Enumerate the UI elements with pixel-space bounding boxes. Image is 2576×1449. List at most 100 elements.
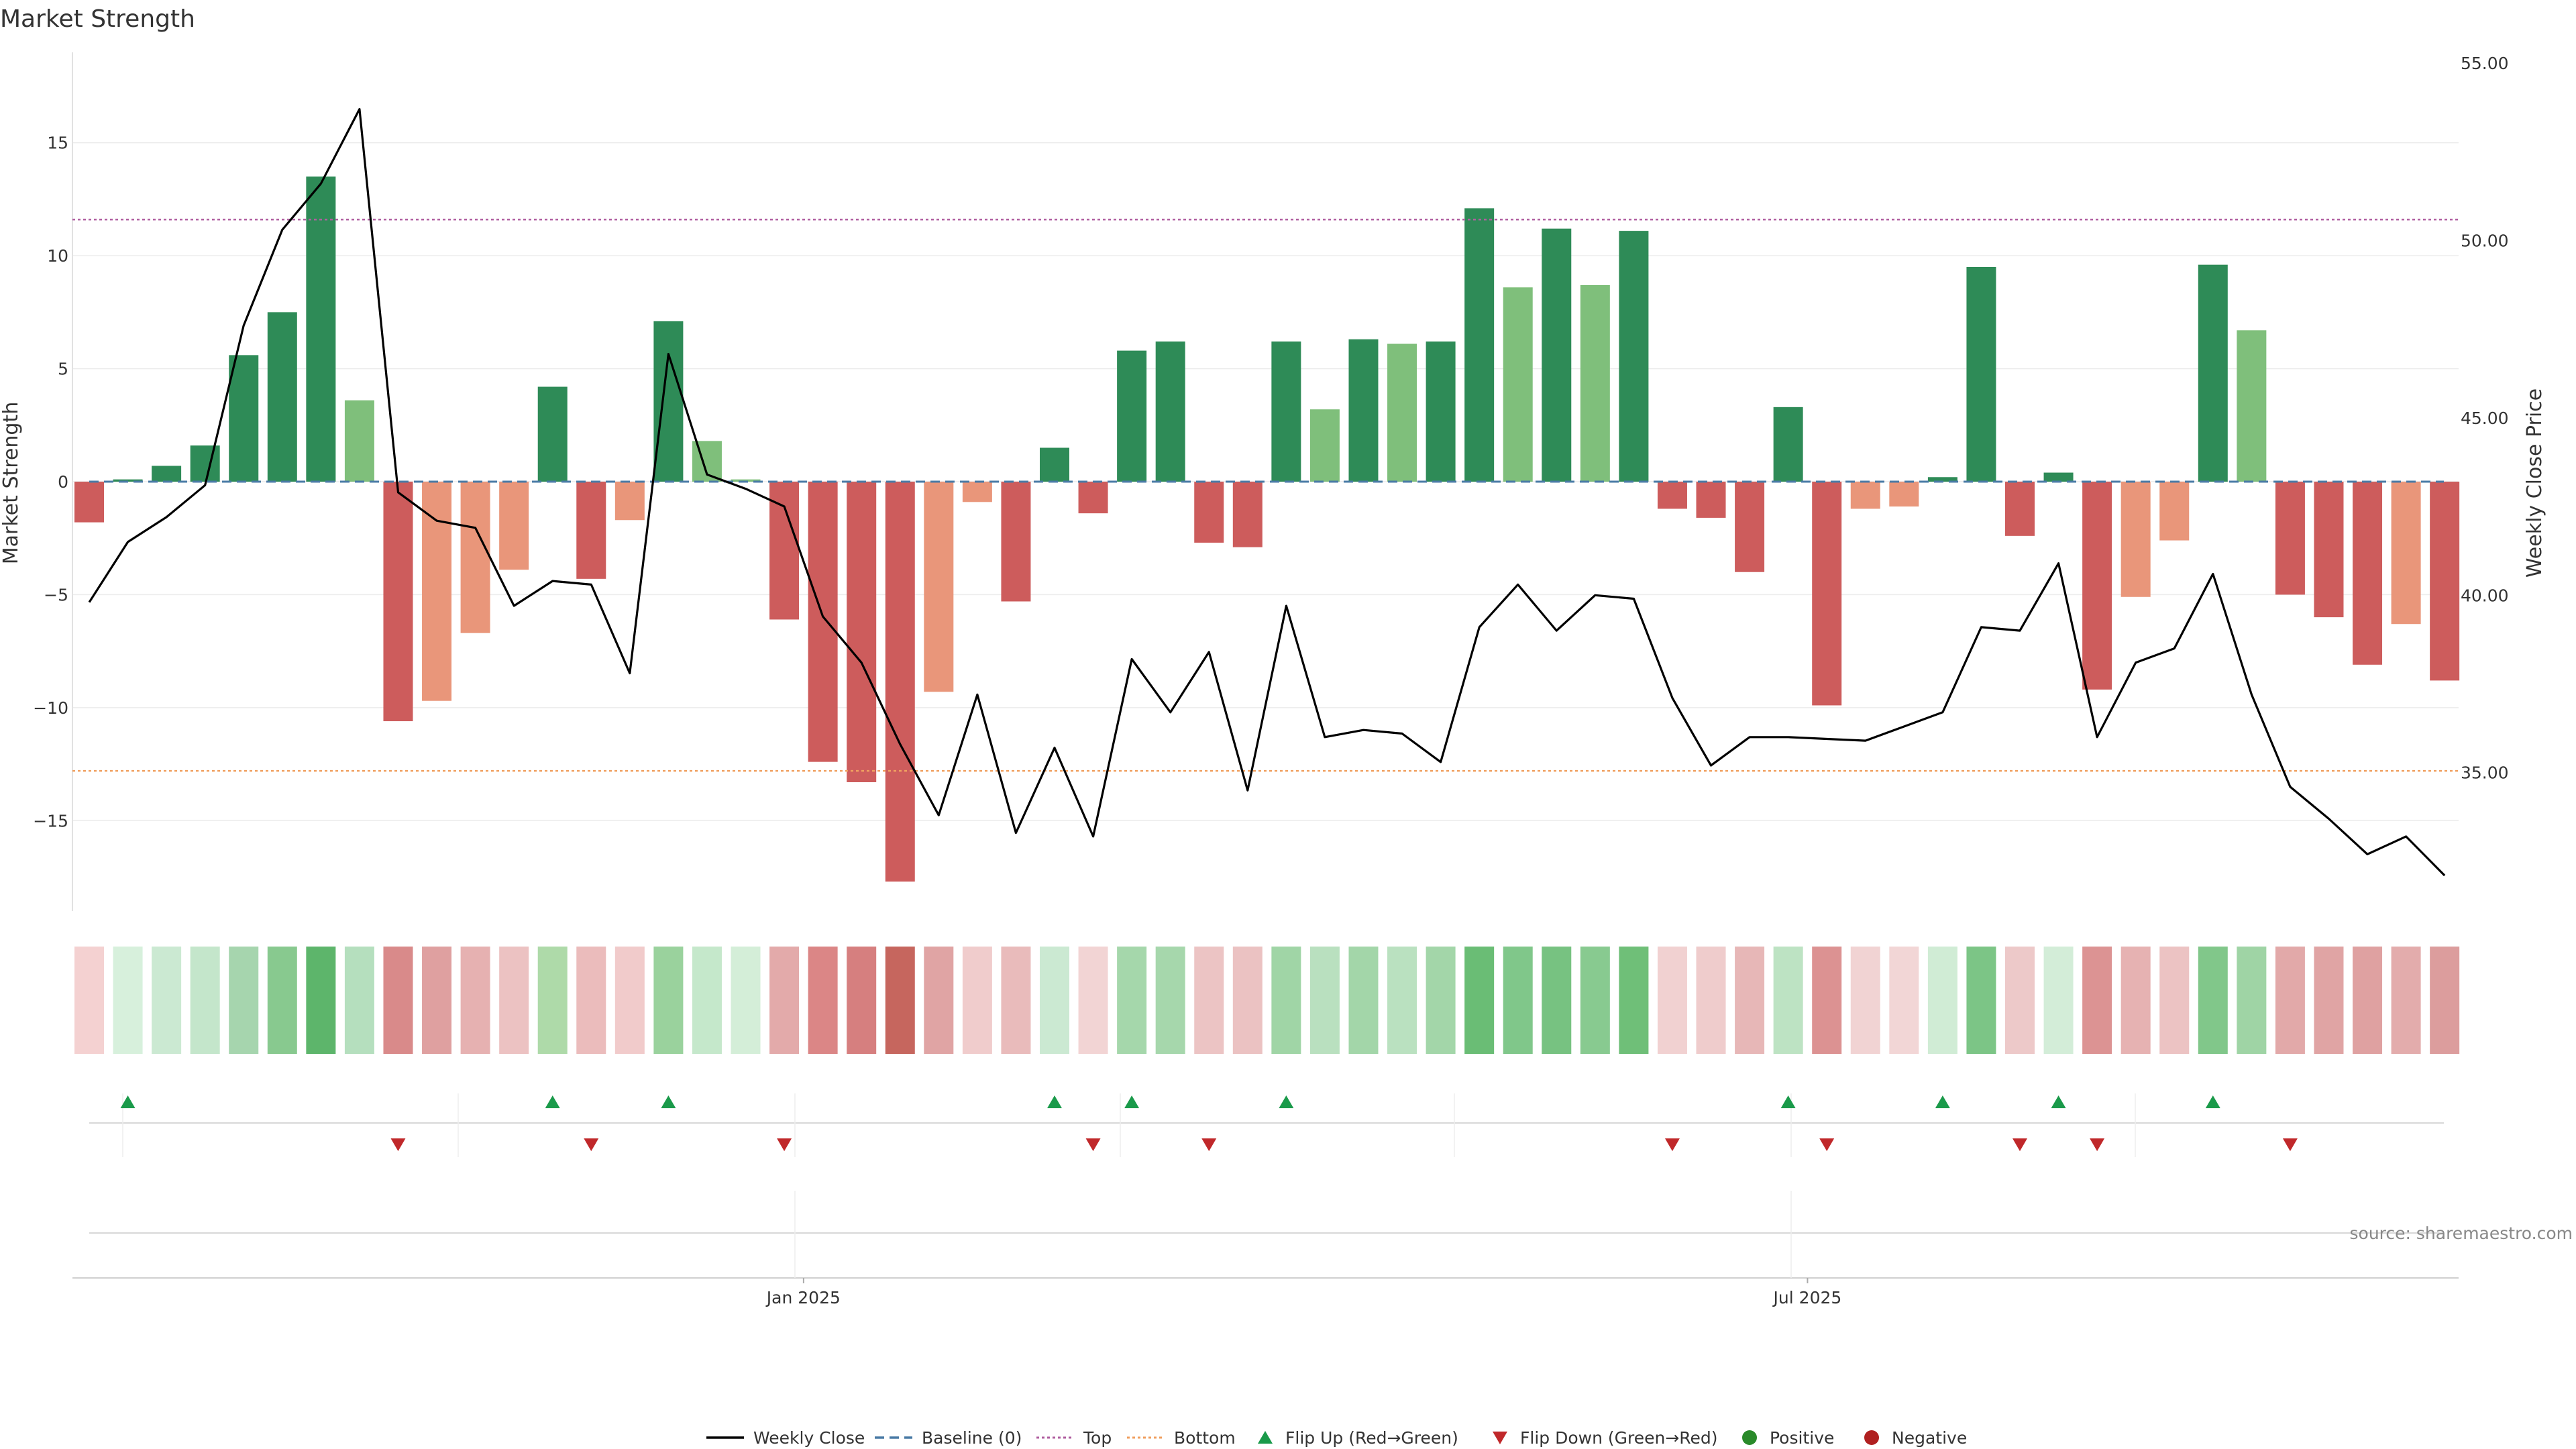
legend-item: Baseline (0) [875,1428,1022,1448]
strength-bar [1657,482,1687,509]
strength-bar [1889,482,1919,507]
strength-heat-strip [74,947,2460,1054]
strength-bar [2353,482,2383,665]
strength-bar [1619,231,1649,482]
heat-cell [2314,947,2344,1054]
left-tick-label: −5 [44,585,68,604]
strength-bar [2198,264,2228,482]
heat-cell [1232,947,1263,1054]
heat-cell [1426,947,1456,1054]
heat-cell [2391,947,2421,1054]
strength-bar [576,482,606,579]
strength-bar [1735,482,1765,572]
heat-cell [1464,947,1495,1054]
heat-cell [499,947,529,1054]
strength-bar [267,312,297,482]
flip-down-marker [1664,1138,1680,1151]
legend-item: Flip Down (Green→Red) [1493,1428,1718,1448]
x-tick-label: Jul 2025 [1772,1288,1842,1307]
strength-bar [2391,482,2421,625]
legend-label: Positive [1770,1428,1834,1448]
strength-bar [537,386,568,482]
x-tick-label: Jan 2025 [765,1288,841,1307]
legend-item: Top [1036,1428,1112,1448]
legend-item: Flip Up (Red→Green) [1258,1428,1458,1448]
strength-bar [1542,228,1572,482]
flip-down-marker [390,1138,406,1151]
legend-label: Flip Down (Green→Red) [1520,1428,1718,1448]
weekly-close-line [88,108,2446,877]
heat-cell [2275,947,2305,1054]
strength-bar [1001,482,1031,602]
strength-bar [962,482,992,502]
heat-cell [1503,947,1533,1054]
heat-cell [2159,947,2190,1054]
legend-circle-icon [1864,1430,1879,1445]
strength-bar [1503,287,1533,482]
heat-cell [924,947,954,1054]
strength-bar [1117,350,1147,482]
heat-cell [1735,947,1765,1054]
heat-cell [962,947,992,1054]
strength-bar [2275,482,2305,595]
legend-triangle-down-icon [1493,1432,1507,1444]
left-axis-ticks: 15 10 5 0 −5 −10 −15 [33,133,68,831]
legend-item: Positive [1742,1428,1834,1448]
strength-bar [1078,482,1108,514]
legend-item: Bottom [1127,1428,1236,1448]
strength-bar [229,355,259,482]
heat-cell [731,947,761,1054]
legend-label: Bottom [1174,1428,1236,1448]
strength-bar [344,400,374,482]
legend-label: Weekly Close [753,1428,865,1448]
heat-cell [74,947,104,1054]
right-tick-label: 35.00 [2461,763,2509,783]
heat-cell [267,947,297,1054]
heat-cell [1619,947,1649,1054]
heat-cell [306,947,336,1054]
heat-cell [2082,947,2112,1054]
strength-bar [1696,482,1726,518]
flip-down-marker [1819,1138,1835,1151]
heat-cell [460,947,490,1054]
legend-item: Weekly Close [706,1428,865,1448]
heat-cell [847,947,877,1054]
left-tick-label: 15 [47,133,68,153]
strength-bar [769,482,800,620]
heat-cell [1812,947,1842,1054]
heat-cell [229,947,259,1054]
chart-title: Market Strength [0,5,195,33]
flip-up-marker [120,1095,136,1108]
heat-cell [2198,947,2228,1054]
panel-frames [72,52,2459,1279]
strength-bar [2082,482,2112,690]
flip-down-marker [584,1138,599,1151]
heat-cell [1927,947,1957,1054]
heat-cell [190,947,220,1054]
left-tick-label: −10 [33,698,68,718]
right-axis-ticks: 55.00 50.00 45.00 40.00 35.00 [2461,54,2509,783]
heat-cell [152,947,182,1054]
flip-down-marker [2282,1138,2298,1151]
right-tick-label: 45.00 [2461,409,2509,428]
strength-bar [1773,407,1803,482]
flip-markers [120,1095,2298,1151]
legend: Weekly Close Baseline (0) Top Bottom Flip Up… [706,1428,1967,1448]
flip-down-marker [2090,1138,2105,1151]
strength-bar [1348,339,1379,482]
heat-cell [1580,947,1610,1054]
flip-up-marker [1780,1095,1796,1108]
strength-bar [152,466,182,482]
strength-bar [74,482,104,523]
x-axis-ticks: Jan 2025 Jul 2025 [765,1278,1841,1307]
strength-bar [1580,284,1610,482]
flip-up-marker [1047,1095,1062,1108]
heat-cell [1696,947,1726,1054]
legend-circle-icon [1742,1430,1757,1445]
strength-bar [1426,341,1456,482]
heat-cell [1889,947,1919,1054]
legend-label: Baseline (0) [922,1428,1022,1448]
strength-bar [306,176,336,482]
strength-bar [614,482,645,521]
right-tick-label: 55.00 [2461,54,2509,73]
